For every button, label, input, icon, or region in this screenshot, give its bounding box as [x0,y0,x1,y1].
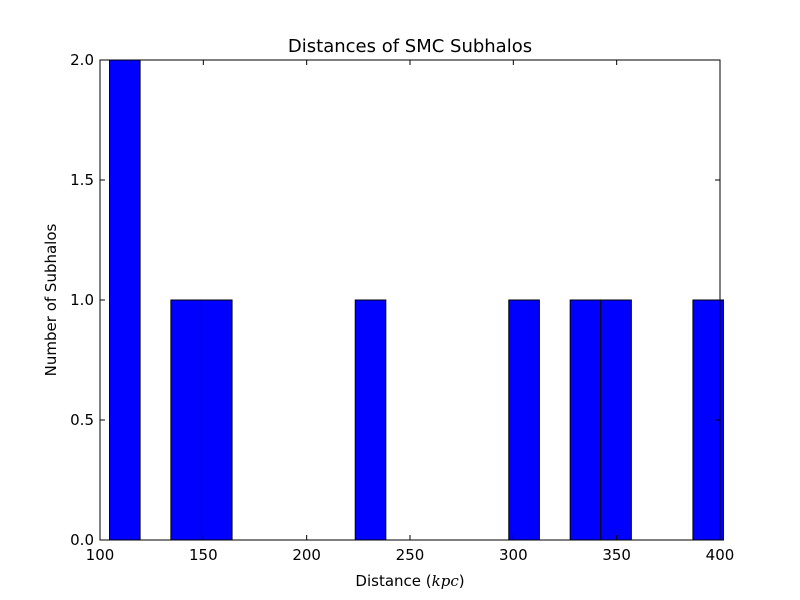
histogram-bar-2 [200,299,233,541]
histogram-bar-4 [508,299,540,541]
y-axis-ticks: 0.0 0.5 1.0 1.5 2.0 [70,51,720,549]
histogram-bar-3 [354,299,387,541]
histogram-bar-5 [569,299,602,541]
x-axis-unit: kpc [432,572,460,590]
x-axis-label: Distance (kpc) [355,572,464,590]
x-tick-label-1: 150 [189,546,218,564]
x-axis-ticks: 100 150 200 250 300 350 400 [86,60,735,564]
histogram-bar-0 [109,59,141,541]
x-tick-label-3: 250 [396,546,425,564]
x-tick-label-4: 300 [499,546,528,564]
y-tick-label-2: 1.0 [70,291,94,309]
y-tick-label-1: 0.5 [70,411,94,429]
x-tick-label-5: 350 [602,546,631,564]
histogram-bar-6 [600,299,632,541]
x-axis-label-text: Distance [355,572,421,590]
y-tick-label-0: 0.0 [70,531,94,549]
x-tick-label-2: 200 [292,546,321,564]
x-tick-label-0: 100 [86,546,115,564]
bars-group [109,59,725,541]
histogram-bar-1 [170,299,202,541]
chart-title: Distances of SMC Subhalos [288,36,532,57]
y-tick-label-4: 2.0 [70,51,94,69]
x-tick-label-6: 400 [706,546,735,564]
y-tick-label-3: 1.5 [70,171,94,189]
y-axis-label: Number of Subhalos [42,223,60,376]
